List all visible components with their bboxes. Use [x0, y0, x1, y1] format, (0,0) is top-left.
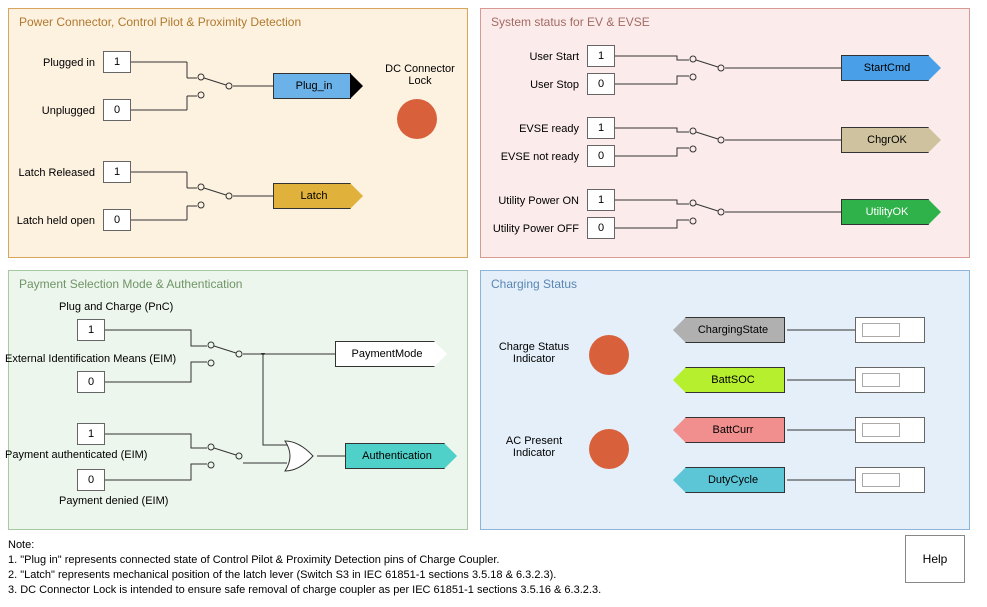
const-evse-nr[interactable]: 0: [587, 145, 615, 167]
label-csi: Charge Status Indicator: [489, 341, 579, 365]
label-paydeny: Payment denied (EIM): [59, 495, 219, 507]
label-user-start: User Start: [489, 51, 579, 63]
notes-heading: Note:: [8, 538, 979, 553]
label-evse-ready: EVSE ready: [489, 123, 579, 135]
switch-chgr[interactable]: [689, 127, 725, 153]
display-chargingstate: [855, 317, 925, 343]
const-unplugged[interactable]: 0: [103, 99, 131, 121]
tag-chgrok: ChgrOK: [841, 127, 929, 153]
const-latch-rel[interactable]: 1: [103, 161, 131, 183]
panel4-title: Charging Status: [491, 277, 961, 291]
lamp-ac-present: [589, 429, 629, 469]
tag-battsoc: BattSOC: [685, 367, 785, 393]
notes: Note: 1. "Plug in" represents connected …: [8, 538, 979, 597]
display-battsoc: [855, 367, 925, 393]
note-2: 2. "Latch" represents mechanical positio…: [8, 568, 979, 583]
tag-chargingstate: ChargingState: [685, 317, 785, 343]
display-battcurr: [855, 417, 925, 443]
tag-latch: Latch: [273, 183, 351, 209]
tag-startcmd: StartCmd: [841, 55, 929, 81]
label-aci: AC Present Indicator: [489, 435, 579, 459]
const-util-off[interactable]: 0: [587, 217, 615, 239]
tag-dutycycle: DutyCycle: [685, 467, 785, 493]
const-user-stop[interactable]: 0: [587, 73, 615, 95]
const-pnc[interactable]: 1: [77, 319, 105, 341]
label-util-on: Utility Power ON: [481, 195, 579, 207]
label-pnc: Plug and Charge (PnC): [59, 301, 219, 313]
switch-latch[interactable]: [197, 183, 233, 209]
const-user-start[interactable]: 1: [587, 45, 615, 67]
panel2-title: System status for EV & EVSE: [491, 15, 961, 29]
const-paydeny[interactable]: 0: [77, 469, 105, 491]
panel1-title: Power Connector, Control Pilot & Proximi…: [19, 15, 459, 29]
lamp-charge-status: [589, 335, 629, 375]
switch-paymode[interactable]: [207, 341, 243, 367]
note-1: 1. "Plug in" represents connected state …: [8, 553, 979, 568]
panel3-title: Payment Selection Mode & Authentication: [19, 277, 459, 291]
label-evse-nr: EVSE not ready: [489, 151, 579, 163]
const-eim[interactable]: 0: [77, 371, 105, 393]
lamp-dc-lock: [397, 99, 437, 139]
switch-plug[interactable]: [197, 73, 233, 99]
label-dc-lock: DC Connector Lock: [379, 63, 461, 87]
label-util-off: Utility Power OFF: [481, 223, 579, 235]
switch-start[interactable]: [689, 55, 725, 81]
help-button[interactable]: Help: [905, 535, 965, 583]
panel-system-status: System status for EV & EVSE User Start 1…: [480, 8, 970, 258]
label-latch-rel: Latch Released: [3, 167, 95, 179]
display-dutycycle: [855, 467, 925, 493]
note-3: 3. DC Connector Lock is intended to ensu…: [8, 583, 979, 598]
label-plugged-in: Plugged in: [17, 57, 95, 69]
label-user-stop: User Stop: [489, 79, 579, 91]
const-evse-ready[interactable]: 1: [587, 117, 615, 139]
const-util-on[interactable]: 1: [587, 189, 615, 211]
const-payok[interactable]: 1: [77, 423, 105, 445]
tag-paymentmode: PaymentMode: [335, 341, 435, 367]
panel-payment: Payment Selection Mode & Authentication …: [8, 270, 468, 530]
label-latch-held: Latch held open: [3, 215, 95, 227]
panel-charging-status: Charging Status Charge Status Indicator …: [480, 270, 970, 530]
tag-battcurr: BattCurr: [685, 417, 785, 443]
const-plugged-in[interactable]: 1: [103, 51, 131, 73]
tag-plug-in: Plug_in: [273, 73, 351, 99]
panel-power-connector: Power Connector, Control Pilot & Proximi…: [8, 8, 468, 258]
tag-authentication: Authentication: [345, 443, 445, 469]
switch-auth[interactable]: [207, 443, 243, 469]
switch-util[interactable]: [689, 199, 725, 225]
tag-utilityok: UtilityOK: [841, 199, 929, 225]
const-latch-held[interactable]: 0: [103, 209, 131, 231]
label-unplugged: Unplugged: [17, 105, 95, 117]
